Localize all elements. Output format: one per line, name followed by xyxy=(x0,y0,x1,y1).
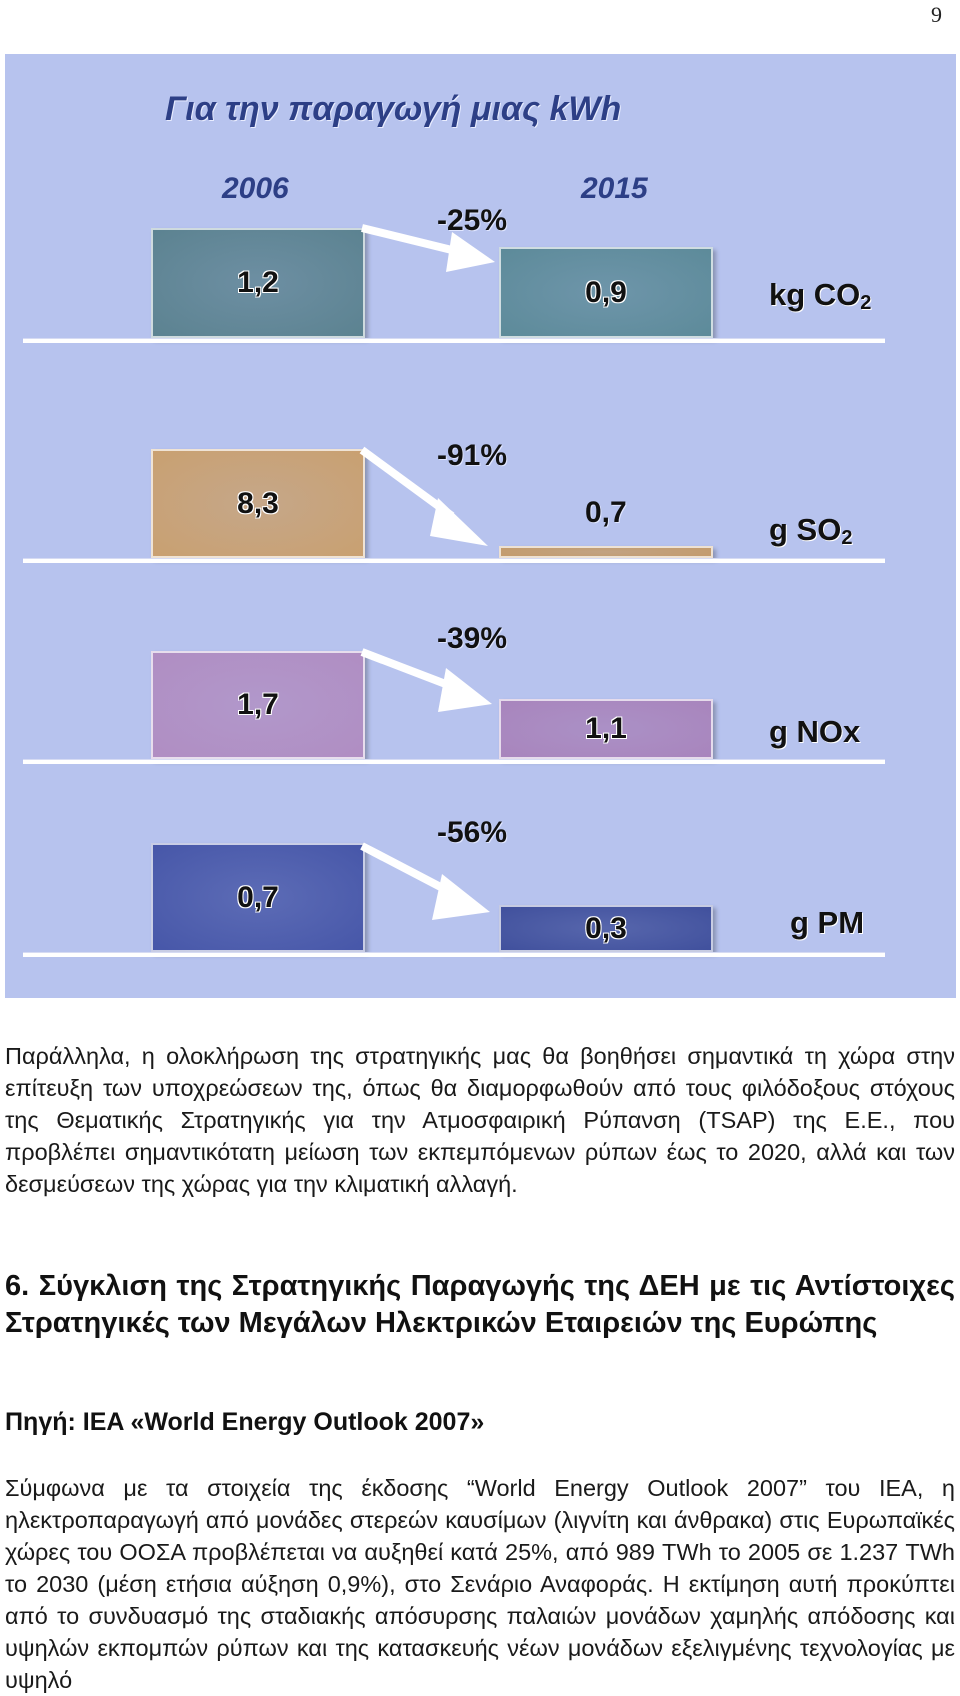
co2-change: -25% xyxy=(437,204,508,237)
co2-2006-bar: 1,2 xyxy=(151,228,365,338)
pm-2006-value: 0,7 xyxy=(237,880,279,914)
nox-unit: g NOx xyxy=(769,714,861,749)
paragraph-weo: Σύμφωνα με τα στοιχεία της έκδοσης “Worl… xyxy=(5,1475,955,1693)
so2-2006-value: 8,3 xyxy=(237,486,279,520)
nox-2006-bar: 1,7 xyxy=(151,651,365,759)
so2-2015-bar xyxy=(499,546,713,558)
so2-2015-value: 0,7 xyxy=(585,496,627,529)
section-heading: 6. Σύγκλιση της Στρατηγικής Παραγωγής τη… xyxy=(5,1270,955,1339)
pm-2015-bar: 0,3 xyxy=(499,905,713,952)
emissions-figure: Για την παραγωγή μιας kWh 2006 2015 1,2 … xyxy=(5,54,956,998)
co2-baseline xyxy=(23,338,885,343)
figure-title: Για την παραγωγή μιας kWh xyxy=(165,90,622,128)
source-line: Πηγή: IEA «World Energy Outlook 2007» xyxy=(5,1408,485,1436)
nox-change: -39% xyxy=(437,622,508,655)
so2-unit: g SO2 xyxy=(769,512,853,549)
co2-2015-bar: 0,9 xyxy=(499,247,713,338)
page-number: 9 xyxy=(931,2,942,27)
pm-change: -56% xyxy=(437,816,508,849)
pm-2015-value: 0,3 xyxy=(585,911,627,945)
pm-baseline xyxy=(23,952,885,957)
co2-2015-value: 0,9 xyxy=(585,275,627,309)
pm-2006-bar: 0,7 xyxy=(151,843,365,952)
nox-arrow-icon xyxy=(360,648,492,712)
year-left-label: 2006 xyxy=(222,172,289,205)
nox-2015-value: 1,1 xyxy=(585,712,627,745)
co2-unit: kg CO2 xyxy=(769,277,872,314)
nox-baseline xyxy=(23,759,885,764)
paragraph-tsap: Παράλληλα, η ολοκλήρωση της στρατηγικής … xyxy=(5,1043,955,1197)
nox-2015-bar: 1,1 xyxy=(499,699,713,759)
co2-arrow-icon xyxy=(361,224,495,272)
so2-2006-bar: 8,3 xyxy=(151,449,365,558)
pm-arrow-icon xyxy=(360,842,490,920)
co2-2006-value: 1,2 xyxy=(237,266,279,299)
pm-unit: g PM xyxy=(790,905,865,940)
nox-2006-value: 1,7 xyxy=(237,688,279,721)
so2-baseline xyxy=(23,558,885,563)
so2-change: -91% xyxy=(437,439,508,472)
so2-arrow-icon xyxy=(359,446,488,546)
year-right-label: 2015 xyxy=(581,172,648,205)
